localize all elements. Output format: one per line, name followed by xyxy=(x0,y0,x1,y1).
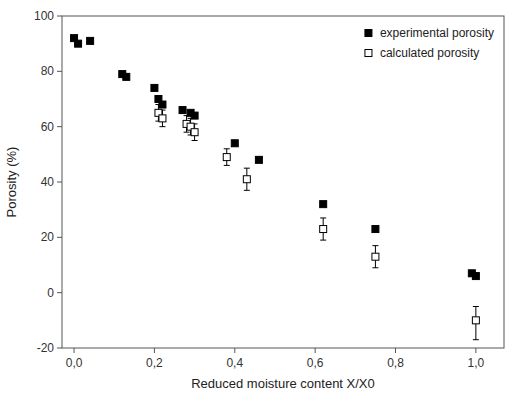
x-axis-label: Reduced moisture content X/X0 xyxy=(191,376,375,391)
y-tick-label: 0 xyxy=(47,286,54,300)
plot-marks xyxy=(71,35,480,340)
chart: 0,0 0,2 0,4 0,6 0,8 1,0 -20 0 20 40 60 80 100 Reduced… xyxy=(0,0,520,400)
point xyxy=(179,107,186,114)
point xyxy=(372,253,379,260)
error-bar xyxy=(244,168,250,190)
error-bar xyxy=(320,218,326,240)
x-tick-label: 0,8 xyxy=(387,356,404,370)
x-tick xyxy=(74,348,75,353)
y-tick xyxy=(57,348,62,349)
legend-marker xyxy=(365,50,372,57)
point xyxy=(320,226,327,233)
x-tick xyxy=(315,348,316,353)
error-bar xyxy=(224,149,230,166)
point xyxy=(243,176,250,183)
plot-frame xyxy=(62,16,504,348)
error-bar xyxy=(372,246,378,268)
point xyxy=(159,115,166,122)
point xyxy=(151,84,158,91)
x-tick-label: 0,6 xyxy=(307,356,324,370)
y-tick-label: 20 xyxy=(41,230,55,244)
y-tick-label: 60 xyxy=(41,120,55,134)
x-tick xyxy=(154,348,155,353)
point xyxy=(75,40,82,47)
y-tick xyxy=(57,16,62,17)
point xyxy=(472,273,479,280)
x-tick xyxy=(475,348,476,353)
y-tick xyxy=(57,126,62,127)
x-tick xyxy=(234,348,235,353)
point xyxy=(255,156,262,163)
y-tick-label: 80 xyxy=(41,64,55,78)
y-tick-label: -20 xyxy=(37,341,55,355)
x-tick-label: 0,0 xyxy=(66,356,83,370)
point xyxy=(223,154,230,161)
point xyxy=(372,226,379,233)
x-tick xyxy=(395,348,396,353)
legend: experimental porosity calculated porosity xyxy=(365,26,494,60)
legend-label: calculated porosity xyxy=(380,46,479,60)
point xyxy=(191,129,198,136)
axes: 0,0 0,2 0,4 0,6 0,8 1,0 -20 0 20 40 60 80 100 xyxy=(34,9,504,370)
y-tick xyxy=(57,71,62,72)
series-0 xyxy=(71,35,480,280)
y-tick xyxy=(57,292,62,293)
y-tick-label: 40 xyxy=(41,175,55,189)
y-tick-label: 100 xyxy=(34,9,54,23)
series-1 xyxy=(155,105,479,340)
y-tick xyxy=(57,182,62,183)
legend-marker xyxy=(365,30,372,37)
y-tick xyxy=(57,237,62,238)
y-axis-label: Porosity (%) xyxy=(4,147,19,218)
legend-label: experimental porosity xyxy=(380,26,494,40)
x-tick-label: 1,0 xyxy=(468,356,485,370)
point xyxy=(472,317,479,324)
point xyxy=(123,73,130,80)
x-tick-label: 0,2 xyxy=(146,356,163,370)
error-bar xyxy=(473,307,479,340)
point xyxy=(320,201,327,208)
x-tick-label: 0,4 xyxy=(226,356,243,370)
point xyxy=(231,140,238,147)
point xyxy=(87,37,94,44)
